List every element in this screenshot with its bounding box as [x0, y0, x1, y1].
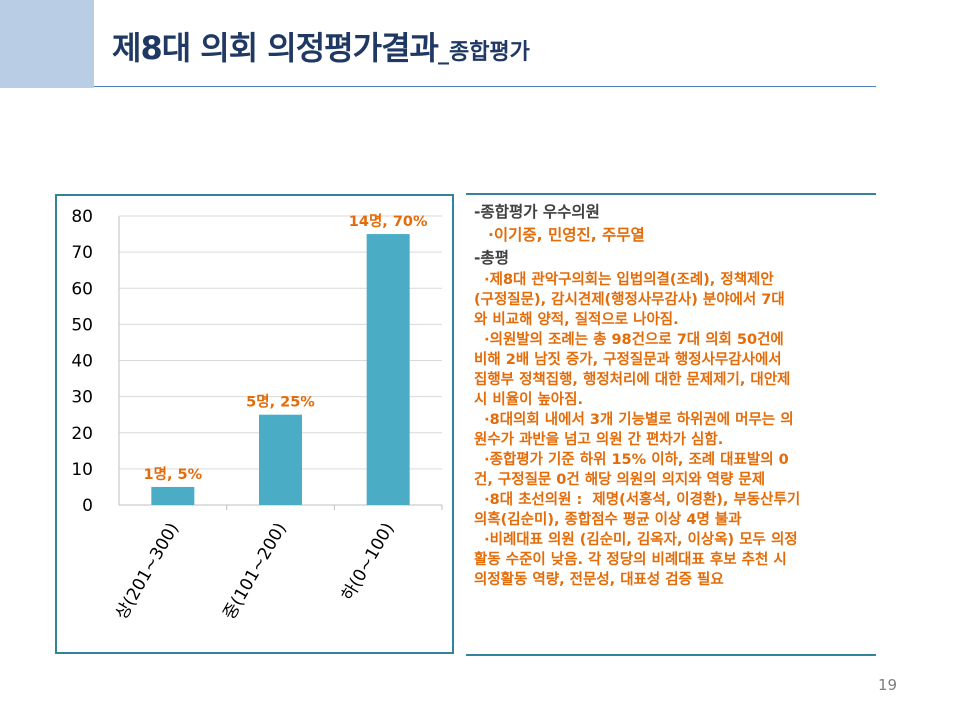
title-divider	[94, 86, 876, 87]
y-tick-label: 20	[71, 424, 93, 444]
data-label: 5명, 25%	[246, 393, 315, 411]
review-line: 비해 2배 남짓 증가, 구정질문과 행정사무감사에서	[474, 352, 782, 368]
review-line: ·의원발의 조례는 총 98건으로 7대 의회 50건에	[474, 332, 784, 348]
review-line: 원수가 과반을 넘고 의원 간 편차가 심함.	[474, 432, 724, 448]
corner-accent-box	[0, 0, 94, 88]
review-line: 활동 수준이 낮음. 각 정당의 비례대표 후보 추천 시	[474, 552, 787, 568]
bar	[151, 486, 195, 505]
bar	[366, 234, 410, 505]
review-heading: -총평	[474, 249, 509, 267]
y-tick-label: 0	[82, 496, 93, 516]
review-line: 의혹(김순미), 종합점수 평균 이상 4명 불과	[474, 512, 742, 528]
review-text: ·제8대 관악구의회는 입법의결(조례), 정책제안 (구정질문), 감시견제(행…	[474, 270, 874, 590]
review-line: ·8대의회 내에서 3개 기능별로 하위권에 머무는 의	[474, 412, 794, 428]
panel-bottom-rule	[466, 654, 876, 656]
excellent-names: ·이기중, 민영진, 주무열	[488, 226, 645, 244]
title-sub: _종합평가	[437, 40, 530, 65]
data-label: 14명, 70%	[349, 212, 428, 230]
title-main: 제8대 의회 의정평가결과	[112, 29, 439, 67]
y-tick-label: 10	[71, 460, 93, 480]
y-tick-label: 60	[71, 279, 93, 299]
y-tick-label: 50	[71, 315, 93, 335]
review-line: 의정활동 역량, 전문성, 대표성 검증 필요	[474, 572, 724, 588]
y-tick-label: 40	[71, 352, 93, 372]
bar	[259, 414, 302, 505]
x-category-label: 중(101~200)	[219, 520, 290, 624]
y-tick-label: 30	[71, 388, 93, 408]
x-category-label: 상(201~300)	[112, 520, 183, 624]
x-category-label: 하(0~100)	[338, 520, 399, 605]
y-tick-label: 80	[71, 207, 93, 227]
review-line: 시 비율이 높아짐.	[474, 392, 583, 408]
review-line: ·제8대 관악구의회는 입법의결(조례), 정책제안	[474, 272, 774, 288]
data-label: 1명, 5%	[144, 465, 203, 483]
panel-top-rule	[466, 193, 876, 195]
review-line: ·비례대표 의원 (김순미, 김옥자, 이상옥) 모두 의정	[474, 532, 798, 548]
page-title: 제8대 의회 의정평가결과_종합평가	[112, 28, 530, 73]
review-line: 집행부 정책집행, 행정처리에 대한 문제제기, 대안제	[474, 372, 791, 388]
review-line: (구정질문), 감시견제(행정사무감사) 분야에서 7대	[474, 292, 785, 308]
page-number: 19	[878, 676, 898, 694]
review-line: 건, 구정질문 0건 해당 의원의 의지와 역량 문제	[474, 472, 766, 488]
bar-chart: 0 10 20 30 40 50 60 70 80 1명, 5% 상(201~300) 5명, 25%…	[71, 207, 443, 624]
excellent-heading: -종합평가 우수의원	[474, 203, 600, 221]
review-line: ·8대 초선의원 : 제명(서홍석, 이경환), 부동산투기	[474, 492, 801, 508]
review-line: 와 비교해 양적, 질적으로 나아짐.	[474, 312, 679, 328]
y-tick-label: 70	[71, 243, 93, 263]
review-line: ·종합평가 기준 하위 15% 이하, 조례 대표발의 0	[474, 452, 789, 468]
summary-panel: -종합평가 우수의원 ·이기중, 민영진, 주무열 -총평 ·제8대 관악구의회…	[474, 200, 874, 590]
chart-frame: 0 10 20 30 40 50 60 70 80 1명, 5% 상(201~300) 5명, 25%…	[55, 194, 454, 654]
